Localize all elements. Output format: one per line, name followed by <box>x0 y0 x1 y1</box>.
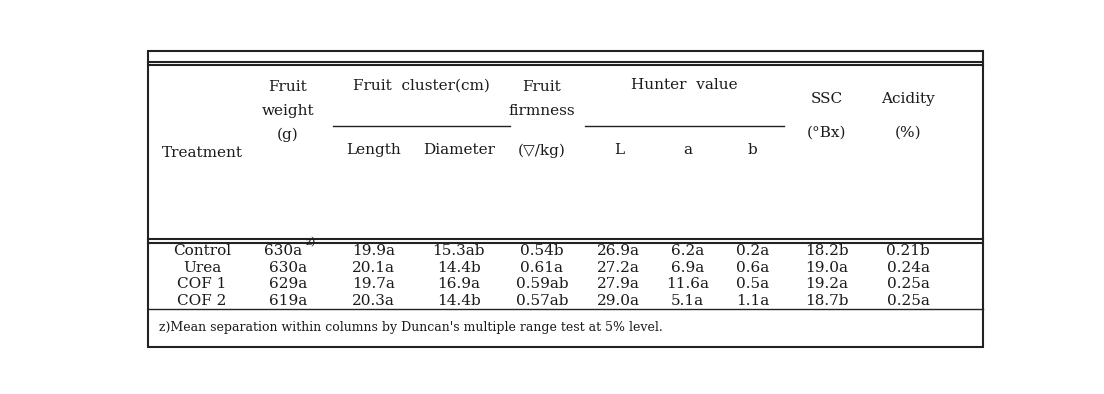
Text: firmness: firmness <box>509 104 575 118</box>
Text: 19.0a: 19.0a <box>805 261 848 275</box>
Text: 26.9a: 26.9a <box>597 244 640 258</box>
Text: 19.2a: 19.2a <box>805 277 848 291</box>
Text: 619a: 619a <box>268 294 307 308</box>
Text: SSC: SSC <box>810 92 842 106</box>
Text: weight: weight <box>262 104 314 118</box>
Text: 6.2a: 6.2a <box>670 244 704 258</box>
Text: (g): (g) <box>277 128 298 143</box>
Text: 14.4b: 14.4b <box>437 294 480 308</box>
Text: 18.2b: 18.2b <box>805 244 849 258</box>
Text: 630a: 630a <box>268 261 307 275</box>
Text: 11.6a: 11.6a <box>666 277 709 291</box>
Text: COF 1: COF 1 <box>178 277 226 291</box>
Text: z)Mean separation within columns by Duncan's multiple range test at 5% level.: z)Mean separation within columns by Dunc… <box>159 322 664 335</box>
Text: Length: Length <box>346 143 401 158</box>
Text: (▽/kg): (▽/kg) <box>518 143 565 158</box>
Text: 29.0a: 29.0a <box>597 294 640 308</box>
Text: 0.57ab: 0.57ab <box>516 294 569 308</box>
Text: Fruit  cluster(cm): Fruit cluster(cm) <box>353 78 490 92</box>
Text: 1.1a: 1.1a <box>735 294 769 308</box>
Text: 0.61a: 0.61a <box>520 261 563 275</box>
Text: L: L <box>614 143 624 158</box>
Text: 0.59ab: 0.59ab <box>516 277 569 291</box>
Text: 27.9a: 27.9a <box>597 277 640 291</box>
Text: 0.21b: 0.21b <box>887 244 930 258</box>
Text: Hunter  value: Hunter value <box>631 78 737 92</box>
Text: 19.7a: 19.7a <box>352 277 395 291</box>
Text: 630a: 630a <box>264 244 302 258</box>
Text: 16.9a: 16.9a <box>437 277 480 291</box>
Text: Fruit: Fruit <box>268 80 307 94</box>
Text: a: a <box>682 143 692 158</box>
Text: 19.9a: 19.9a <box>352 244 395 258</box>
Text: 14.4b: 14.4b <box>437 261 480 275</box>
Text: (%): (%) <box>894 125 922 139</box>
Text: 0.25a: 0.25a <box>887 277 930 291</box>
Text: 20.1a: 20.1a <box>352 261 395 275</box>
Text: 5.1a: 5.1a <box>671 294 704 308</box>
Text: 629a: 629a <box>268 277 307 291</box>
Text: 0.24a: 0.24a <box>887 261 930 275</box>
Text: Fruit: Fruit <box>522 80 561 94</box>
Text: 20.3a: 20.3a <box>352 294 395 308</box>
Text: 15.3ab: 15.3ab <box>433 244 485 258</box>
Text: Control: Control <box>173 244 231 258</box>
Text: 18.7b: 18.7b <box>805 294 849 308</box>
Text: 27.2a: 27.2a <box>597 261 640 275</box>
Text: 0.2a: 0.2a <box>735 244 769 258</box>
Text: 6.9a: 6.9a <box>670 261 704 275</box>
Text: Diameter: Diameter <box>423 143 495 158</box>
Text: z): z) <box>306 237 316 247</box>
Text: 0.25a: 0.25a <box>887 294 930 308</box>
Text: (°Bx): (°Bx) <box>807 125 847 139</box>
Text: 0.5a: 0.5a <box>735 277 768 291</box>
Text: b: b <box>747 143 757 158</box>
Text: Acidity: Acidity <box>881 92 935 106</box>
Text: 0.54b: 0.54b <box>520 244 564 258</box>
Text: COF 2: COF 2 <box>178 294 226 308</box>
Text: Urea: Urea <box>183 261 221 275</box>
Text: 0.6a: 0.6a <box>735 261 769 275</box>
Text: Treatment: Treatment <box>161 147 243 160</box>
